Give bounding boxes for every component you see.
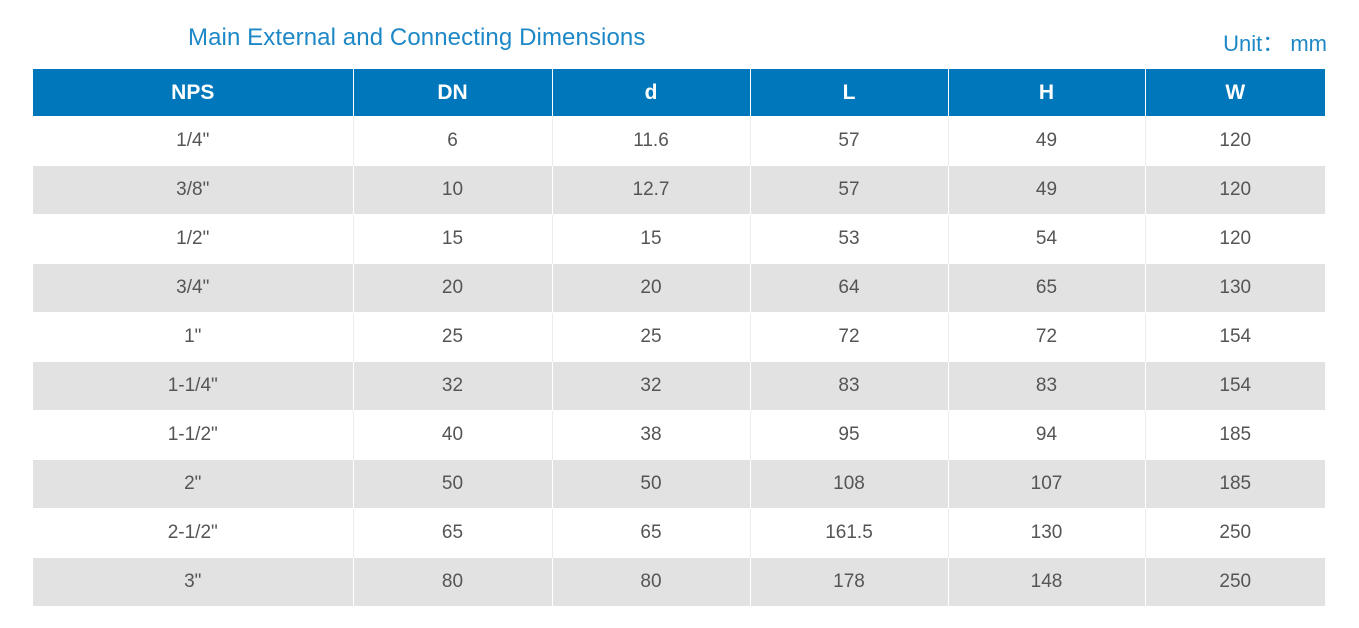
column-header-w: W <box>1144 69 1325 117</box>
table-cell: 54 <box>947 214 1145 264</box>
table-cell: 80 <box>352 557 552 606</box>
table-cell: 57 <box>749 116 948 166</box>
table-cell: 250 <box>1144 508 1325 558</box>
table-cell: 154 <box>1144 312 1325 362</box>
table-cell: 250 <box>1144 557 1325 606</box>
table-cell: 53 <box>749 214 948 264</box>
page-title: Main External and Connecting Dimensions <box>188 24 646 51</box>
table-cell: 72 <box>947 312 1145 362</box>
table-row: 2" 50 50 108 107 185 <box>33 459 1325 509</box>
table-cell: 130 <box>947 508 1145 558</box>
column-header-nps: NPS <box>33 69 353 117</box>
table-row: 2-1/2" 65 65 161.5 130 250 <box>33 508 1325 558</box>
table-cell: 185 <box>1144 459 1325 509</box>
table-cell: 50 <box>551 459 750 509</box>
table-cell: 32 <box>551 361 750 411</box>
table-cell: 49 <box>947 116 1145 166</box>
table-cell: 6 <box>352 116 552 166</box>
table-cell: 20 <box>551 263 750 313</box>
table-cell: 1" <box>33 312 353 362</box>
table-cell: 38 <box>551 410 750 460</box>
table-cell: 83 <box>947 361 1145 411</box>
table-cell: 3/8" <box>33 165 353 215</box>
column-header-d: d <box>551 69 750 117</box>
table-cell: 1-1/2" <box>33 410 353 460</box>
table-header-row: NPS DN d L H W <box>33 69 1325 117</box>
table-row: 1-1/2" 40 38 95 94 185 <box>33 410 1325 460</box>
table-row: 1" 25 25 72 72 154 <box>33 312 1325 362</box>
column-header-l: L <box>749 69 948 117</box>
column-header-dn: DN <box>352 69 552 117</box>
unit-label: Unit： mm <box>1223 31 1327 56</box>
table-cell: 178 <box>749 557 948 606</box>
table-cell: 1/4" <box>33 116 353 166</box>
table-row: 1-1/4" 32 32 83 83 154 <box>33 361 1325 411</box>
table-cell: 83 <box>749 361 948 411</box>
table-row: 3/8" 10 12.7 57 49 120 <box>33 165 1325 215</box>
table-cell: 15 <box>352 214 552 264</box>
table-cell: 50 <box>352 459 552 509</box>
table-cell: 120 <box>1144 116 1325 166</box>
table-cell: 148 <box>947 557 1145 606</box>
dimensions-table: NPS DN d L H W 1/4" 6 11.6 57 49 120 3/8… <box>33 69 1325 606</box>
table-row: 1/2" 15 15 53 54 120 <box>33 214 1325 264</box>
column-header-h: H <box>947 69 1145 117</box>
table-cell: 10 <box>352 165 552 215</box>
table-cell: 65 <box>352 508 552 558</box>
table-cell: 130 <box>1144 263 1325 313</box>
table-row: 1/4" 6 11.6 57 49 120 <box>33 116 1325 166</box>
table-cell: 25 <box>551 312 750 362</box>
table-cell: 32 <box>352 361 552 411</box>
table-cell: 185 <box>1144 410 1325 460</box>
table-cell: 108 <box>749 459 948 509</box>
table-row: 3" 80 80 178 148 250 <box>33 557 1325 606</box>
table-cell: 2-1/2" <box>33 508 353 558</box>
table-cell: 120 <box>1144 165 1325 215</box>
table-cell: 107 <box>947 459 1145 509</box>
table-cell: 20 <box>352 263 552 313</box>
table-cell: 2" <box>33 459 353 509</box>
table-cell: 95 <box>749 410 948 460</box>
table-cell: 80 <box>551 557 750 606</box>
table-cell: 161.5 <box>749 508 948 558</box>
table-cell: 15 <box>551 214 750 264</box>
table-cell: 154 <box>1144 361 1325 411</box>
table-cell: 57 <box>749 165 948 215</box>
table-cell: 1/2" <box>33 214 353 264</box>
table-cell: 94 <box>947 410 1145 460</box>
table-cell: 3" <box>33 557 353 606</box>
table-cell: 12.7 <box>551 165 750 215</box>
table-cell: 11.6 <box>551 116 750 166</box>
table-row: 3/4" 20 20 64 65 130 <box>33 263 1325 313</box>
table-cell: 65 <box>947 263 1145 313</box>
table-cell: 1-1/4" <box>33 361 353 411</box>
table-cell: 64 <box>749 263 948 313</box>
table-cell: 49 <box>947 165 1145 215</box>
table-cell: 40 <box>352 410 552 460</box>
table-cell: 3/4" <box>33 263 353 313</box>
table-cell: 25 <box>352 312 552 362</box>
table-cell: 72 <box>749 312 948 362</box>
table-cell: 120 <box>1144 214 1325 264</box>
table-cell: 65 <box>551 508 750 558</box>
